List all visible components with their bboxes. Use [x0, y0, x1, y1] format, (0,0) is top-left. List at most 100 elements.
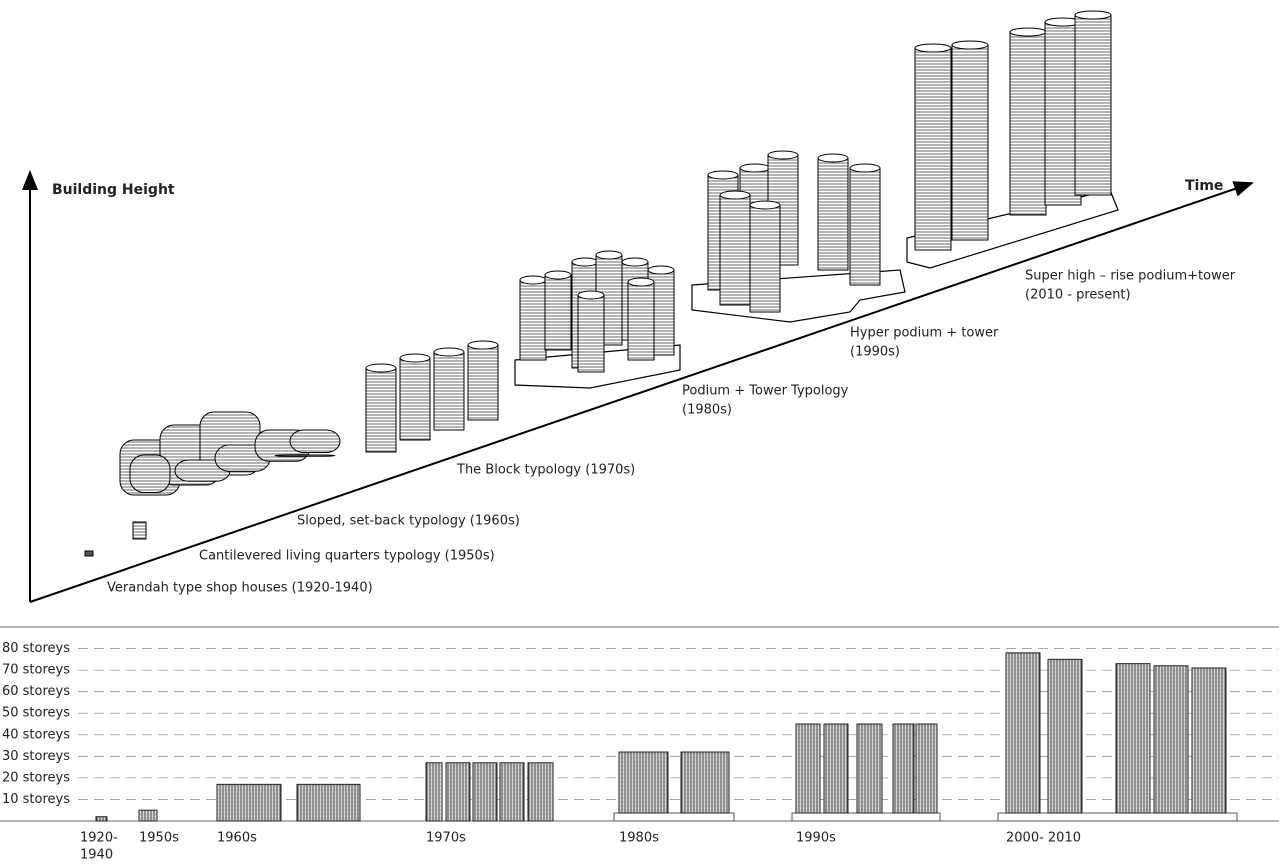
tower-top [817, 153, 849, 163]
bar [1005, 652, 1041, 814]
bar [892, 723, 915, 814]
bar [795, 723, 821, 814]
bar [472, 762, 498, 822]
bar [618, 751, 669, 814]
tower-top [577, 290, 605, 300]
tower-top [1074, 10, 1112, 20]
x-tick-label: 1960s [217, 831, 257, 846]
tower-top [647, 265, 675, 275]
tower [627, 281, 655, 361]
bar [680, 751, 730, 814]
y-tick-label: 10 storeys [2, 792, 70, 807]
bar [138, 809, 158, 822]
podium [613, 812, 735, 822]
y-tick-label: 70 storeys [2, 663, 70, 678]
tower [914, 47, 952, 251]
bar [1115, 663, 1151, 814]
tower [544, 274, 572, 351]
y-tick-label: 60 storeys [2, 684, 70, 699]
podium [791, 812, 941, 822]
tower-top [544, 270, 572, 280]
y-tick-label: 40 storeys [2, 727, 70, 742]
sloped-block [129, 454, 171, 493]
bar [823, 723, 849, 814]
bar [1153, 665, 1189, 814]
tower-top [467, 340, 499, 350]
y-tick-label: 20 storeys [2, 770, 70, 785]
bar [1047, 658, 1083, 814]
x-tick-label: 1980s [619, 831, 659, 846]
bar [527, 762, 554, 822]
tower-top [767, 150, 799, 160]
x-tick-label: 1940 [80, 848, 113, 863]
tower [433, 351, 465, 431]
living-quarters [132, 521, 147, 540]
tower-top [749, 200, 781, 210]
tower [719, 194, 751, 306]
shop-house [84, 550, 94, 557]
podium [997, 812, 1238, 822]
typology-label: (2010 - present) [1025, 288, 1131, 303]
typology-label: (1990s) [850, 345, 900, 360]
typology-label: The Block typology (1970s) [456, 463, 635, 478]
y-tick-label: 30 storeys [2, 749, 70, 764]
tower-top [399, 353, 431, 363]
sloped-block [289, 429, 341, 453]
tower-top [849, 163, 881, 173]
tower [951, 44, 989, 241]
tower [817, 157, 849, 271]
tower-top [914, 43, 952, 53]
height-axis-label: Building Height [52, 182, 175, 198]
x-tick-label: 1990s [796, 831, 836, 846]
height-chart: 10 storeys 20 storeys 30 storeys 40 storeys… [0, 626, 1279, 863]
tower [1009, 31, 1047, 216]
sloped-block [274, 454, 336, 457]
y-tick-label: 80 storeys [2, 641, 70, 656]
bar [296, 783, 361, 822]
time-axis [29, 181, 1254, 603]
bar [95, 816, 108, 822]
tower-top [627, 277, 655, 287]
x-tick-label: 1970s [426, 831, 466, 846]
tower-top [571, 257, 599, 267]
x-tick-label: 1950s [139, 831, 179, 846]
bar [1191, 667, 1227, 814]
tower [399, 357, 431, 441]
typology-label: Sloped, set-back typology (1960s) [297, 514, 520, 529]
tower [849, 167, 881, 286]
bar [499, 762, 525, 822]
time-axis-label: Time [1185, 178, 1223, 194]
tower-top [365, 363, 397, 373]
bar [445, 762, 471, 822]
tower [467, 344, 499, 421]
bar [425, 762, 443, 822]
tower-top [719, 190, 751, 200]
tower-top [621, 257, 649, 267]
bar [856, 723, 883, 814]
typology-label: Verandah type shop houses (1920-1940) [107, 581, 373, 596]
tower-top [433, 347, 465, 357]
tower [519, 279, 547, 361]
tower-top [951, 40, 989, 50]
typology-label: Cantilevered living quarters typology (1… [199, 549, 495, 564]
tower-top [519, 275, 547, 285]
typology-label: Hyper podium + tower [850, 326, 999, 341]
tower-top [595, 250, 623, 260]
y-tick-label: 50 storeys [2, 706, 70, 721]
illustration: Building Height Time Verandah type shop … [22, 10, 1254, 603]
bar [216, 783, 282, 822]
tower-top [707, 170, 739, 180]
tower [1074, 14, 1112, 196]
tower-top [739, 163, 771, 173]
bar [915, 723, 938, 814]
typology-label: (1980s) [682, 403, 732, 418]
tower-top [1009, 27, 1047, 37]
typology-label: Super high – rise podium+tower [1025, 269, 1236, 284]
tower [749, 204, 781, 313]
x-tick-label: 2000- 2010 [1006, 831, 1081, 846]
tower [577, 294, 605, 373]
typology-label: Podium + Tower Typology [682, 384, 849, 399]
tower [365, 367, 397, 453]
x-tick-label: 1920- [80, 831, 118, 846]
